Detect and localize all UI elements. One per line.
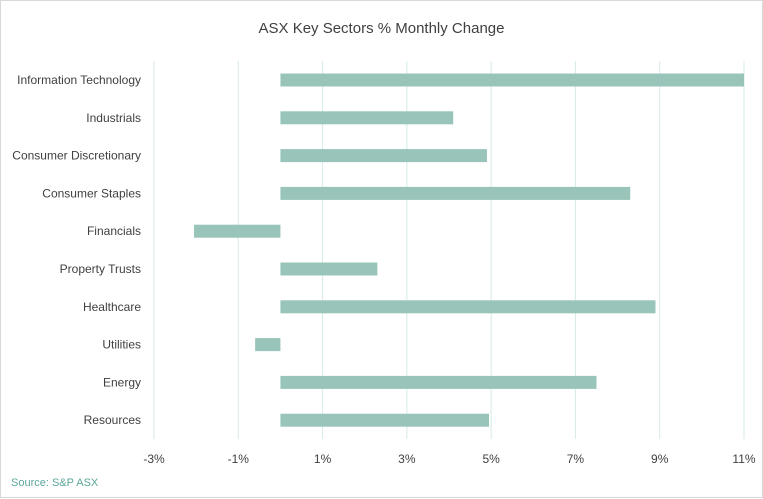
bar: [255, 338, 281, 352]
category-label: Resources: [84, 413, 141, 427]
category-label: Information Technology: [17, 73, 141, 87]
x-tick-label: -1%: [228, 452, 250, 466]
bar: [280, 375, 597, 389]
bar: [280, 149, 487, 163]
chart-title: ASX Key Sectors % Monthly Change: [258, 20, 505, 37]
category-labels: Information Technology Industrials Consume…: [12, 73, 141, 427]
category-label: Financials: [87, 224, 141, 238]
bar: [280, 186, 631, 200]
bars: [194, 73, 744, 427]
x-tick-label: 11%: [732, 452, 755, 466]
bar: [280, 413, 490, 427]
category-label: Consumer Staples: [42, 186, 141, 200]
bar: [280, 111, 454, 125]
x-tick-label: 9%: [651, 452, 669, 466]
x-tick-label: 5%: [482, 452, 500, 466]
bar: [280, 73, 744, 87]
category-label: Consumer Discretionary: [12, 149, 141, 163]
x-axis-tick-labels: -3% -1% 1% 3% 5% 7% 9% 11%: [143, 452, 756, 466]
category-label: Healthcare: [83, 300, 141, 314]
x-tick-label: 3%: [398, 452, 416, 466]
bar: [194, 224, 281, 238]
bar: [280, 300, 656, 314]
source-note: Source: S&P ASX: [11, 477, 99, 489]
category-label: Industrials: [86, 111, 141, 125]
category-label: Utilities: [102, 338, 141, 352]
category-label: Energy: [103, 375, 141, 389]
x-tick-label: -3%: [143, 452, 165, 466]
bar: [280, 262, 378, 276]
x-tick-label: 1%: [314, 452, 332, 466]
category-label: Property Trusts: [60, 262, 141, 276]
x-tick-label: 7%: [567, 452, 585, 466]
